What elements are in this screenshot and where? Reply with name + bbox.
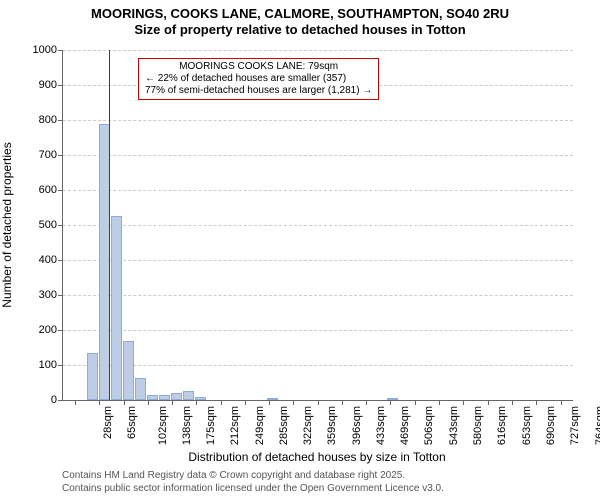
footer-line-1: Contains HM Land Registry data © Crown c… bbox=[62, 470, 405, 481]
x-tick-mark bbox=[148, 400, 149, 405]
y-tick-label: 200 bbox=[39, 324, 63, 336]
x-tick-mark bbox=[415, 400, 416, 405]
x-tick-mark bbox=[512, 400, 513, 405]
annotation-line: ← 22% of detached houses are smaller (35… bbox=[145, 73, 372, 85]
histogram-bar bbox=[183, 391, 194, 400]
title-line-2: Size of property relative to detached ho… bbox=[0, 22, 600, 38]
gridline-h bbox=[63, 365, 573, 366]
histogram-bar bbox=[195, 397, 206, 401]
x-tick-label: 249sqm bbox=[254, 406, 266, 445]
x-tick-mark bbox=[561, 400, 562, 405]
x-tick-label: 543sqm bbox=[448, 406, 460, 445]
x-tick-label: 322sqm bbox=[302, 406, 314, 445]
x-tick-mark bbox=[318, 400, 319, 405]
histogram-bar bbox=[123, 341, 134, 400]
x-tick-mark bbox=[390, 400, 391, 405]
x-axis-label: Distribution of detached houses by size … bbox=[188, 450, 445, 464]
x-tick-label: 212sqm bbox=[229, 406, 241, 445]
x-tick-mark bbox=[536, 400, 537, 405]
x-tick-label: 727sqm bbox=[569, 406, 581, 445]
y-tick-label: 700 bbox=[39, 149, 63, 161]
x-tick-mark bbox=[463, 400, 464, 405]
x-tick-label: 506sqm bbox=[424, 406, 436, 445]
gridline-h bbox=[63, 50, 573, 51]
x-tick-mark bbox=[75, 400, 76, 405]
x-tick-label: 653sqm bbox=[521, 406, 533, 445]
x-tick-label: 580sqm bbox=[472, 406, 484, 445]
chart-title: MOORINGS, COOKS LANE, CALMORE, SOUTHAMPT… bbox=[0, 0, 600, 39]
gridline-h bbox=[63, 295, 573, 296]
y-tick-label: 100 bbox=[39, 359, 63, 371]
x-tick-label: 102sqm bbox=[157, 406, 169, 445]
annotation-box: MOORINGS COOKS LANE: 79sqm← 22% of detac… bbox=[138, 58, 379, 100]
x-tick-label: 433sqm bbox=[375, 406, 387, 445]
y-tick-label: 900 bbox=[39, 79, 63, 91]
x-tick-label: 616sqm bbox=[496, 406, 508, 445]
histogram-bar bbox=[135, 378, 146, 400]
gridline-h bbox=[63, 190, 573, 191]
histogram-bar bbox=[267, 398, 278, 400]
x-tick-mark bbox=[99, 400, 100, 405]
y-tick-label: 0 bbox=[51, 394, 63, 406]
x-tick-label: 28sqm bbox=[102, 406, 114, 439]
x-tick-label: 359sqm bbox=[327, 406, 339, 445]
histogram-chart: { "title_line1": "MOORINGS, COOKS LANE, … bbox=[0, 0, 600, 500]
histogram-bar bbox=[111, 216, 122, 400]
x-tick-label: 469sqm bbox=[399, 406, 411, 445]
annotation-line: MOORINGS COOKS LANE: 79sqm bbox=[145, 61, 372, 73]
histogram-bar bbox=[159, 395, 170, 400]
x-tick-label: 690sqm bbox=[545, 406, 557, 445]
gridline-h bbox=[63, 260, 573, 261]
gridline-h bbox=[63, 155, 573, 156]
x-tick-mark bbox=[488, 400, 489, 405]
gridline-h bbox=[63, 330, 573, 331]
histogram-bar bbox=[171, 393, 182, 400]
x-tick-mark bbox=[172, 400, 173, 405]
x-tick-mark bbox=[269, 400, 270, 405]
y-axis-label: Number of detached properties bbox=[0, 142, 14, 307]
histogram-bar bbox=[87, 353, 98, 400]
y-tick-label: 600 bbox=[39, 184, 63, 196]
gridline-h bbox=[63, 225, 573, 226]
y-tick-label: 400 bbox=[39, 254, 63, 266]
gridline-h bbox=[63, 120, 573, 121]
footer-line-2: Contains public sector information licen… bbox=[62, 483, 444, 494]
x-tick-mark bbox=[245, 400, 246, 405]
histogram-bar bbox=[147, 395, 158, 400]
x-tick-label: 396sqm bbox=[351, 406, 363, 445]
x-tick-mark bbox=[366, 400, 367, 405]
x-tick-mark bbox=[439, 400, 440, 405]
y-tick-label: 500 bbox=[39, 219, 63, 231]
property-marker-line bbox=[109, 50, 110, 400]
x-tick-label: 138sqm bbox=[181, 406, 193, 445]
histogram-bar bbox=[387, 398, 398, 400]
x-tick-label: 175sqm bbox=[205, 406, 217, 445]
y-tick-label: 300 bbox=[39, 289, 63, 301]
x-tick-mark bbox=[293, 400, 294, 405]
y-tick-label: 1000 bbox=[33, 44, 63, 56]
y-tick-label: 800 bbox=[39, 114, 63, 126]
annotation-line: 77% of semi-detached houses are larger (… bbox=[145, 85, 372, 97]
plot-area: 0100200300400500600700800900100028sqm65s… bbox=[62, 50, 573, 401]
x-tick-label: 764sqm bbox=[594, 406, 600, 445]
x-tick-label: 285sqm bbox=[278, 406, 290, 445]
x-tick-mark bbox=[196, 400, 197, 405]
title-line-1: MOORINGS, COOKS LANE, CALMORE, SOUTHAMPT… bbox=[0, 6, 600, 22]
x-tick-mark bbox=[342, 400, 343, 405]
x-tick-mark bbox=[221, 400, 222, 405]
x-tick-mark bbox=[124, 400, 125, 405]
x-tick-label: 65sqm bbox=[126, 406, 138, 439]
